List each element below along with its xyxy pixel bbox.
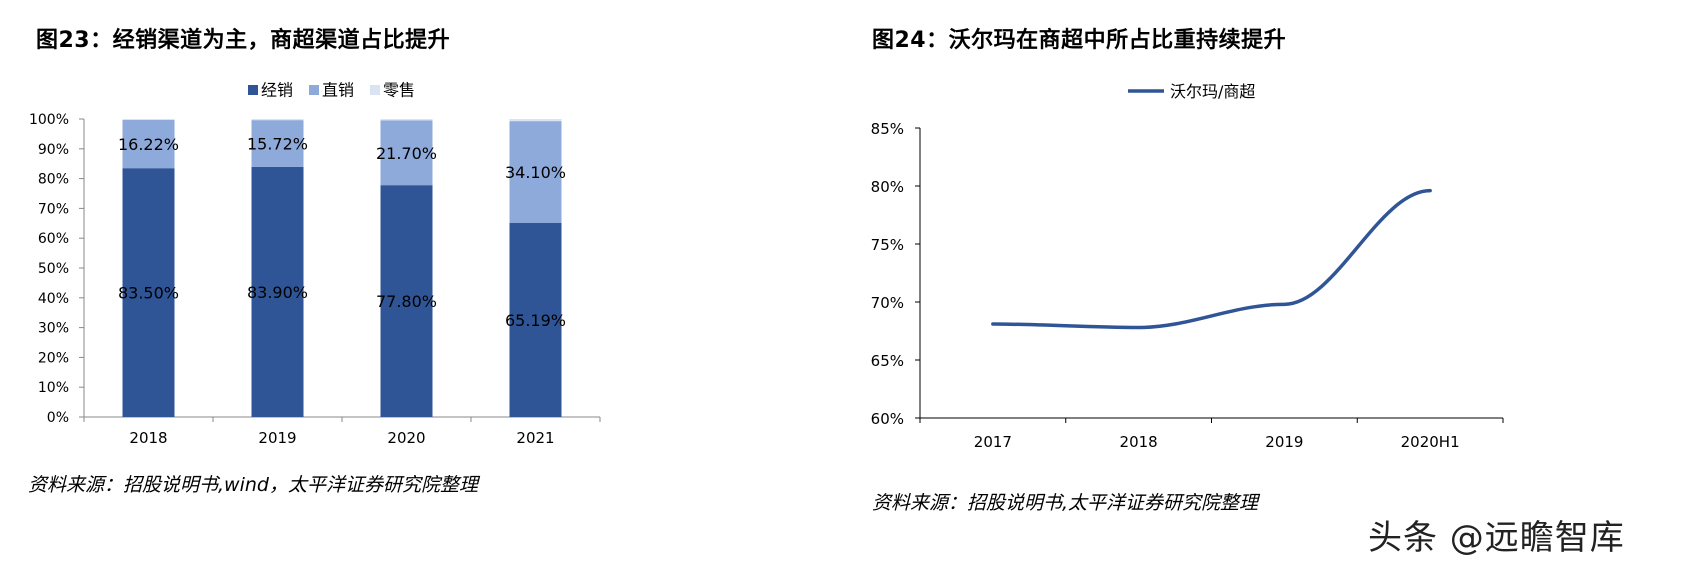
data-label: 83.50% (118, 284, 179, 303)
y-tick-label: 10% (38, 380, 69, 396)
y-tick-label: 30% (38, 321, 69, 337)
data-label: 65.19% (505, 311, 566, 330)
bar-直销-2020 (380, 120, 433, 186)
legend-swatch-2 (370, 85, 380, 95)
legend-label-1: 直销 (322, 81, 354, 100)
bar-经销-2018 (122, 168, 175, 417)
bar-零售-2019 (251, 119, 304, 121)
left-figure-title: 图23：经销渠道为主，商超渠道占比提升 (36, 28, 451, 53)
bar-直销-2018 (122, 119, 175, 169)
legend-swatch-0 (248, 85, 258, 95)
data-label: 77.80% (376, 292, 437, 311)
legend-label-2: 零售 (383, 81, 415, 100)
legend-label: 沃尔玛/商超 (1170, 82, 1255, 101)
x-tick-label: 2021 (516, 429, 554, 447)
data-point (1137, 326, 1141, 330)
bar-经销-2020 (380, 185, 433, 417)
data-label: 83.90% (247, 283, 308, 302)
bar-直销-2019 (251, 120, 304, 167)
right-figure: 图24：沃尔玛在商超中所占比重持续提升 沃尔玛/商超 60% 65% 70% 75% 80… (860, 0, 1695, 577)
data-label: 21.70% (376, 144, 437, 163)
data-point (1428, 189, 1432, 193)
y-tick-label: 65% (871, 352, 904, 370)
watermark: 头条 @远瞻智库 (1368, 518, 1625, 558)
series-line-walmart (991, 188, 1432, 330)
data-label: 15.72% (247, 135, 308, 154)
y-tick-label: 80% (38, 172, 69, 188)
y-tick-label: 100% (29, 112, 69, 128)
x-tick-label: 2019 (1265, 433, 1303, 451)
data-point (991, 322, 995, 326)
bar-直销-2021 (509, 121, 562, 223)
y-tick-label: 70% (871, 294, 904, 312)
y-tick-label: 60% (871, 410, 904, 428)
x-tick-label: 2018 (1120, 433, 1158, 451)
y-tick-label: 20% (38, 350, 69, 366)
bar-零售-2021 (509, 119, 562, 122)
y-tick-label: 90% (38, 142, 69, 158)
legend-swatch-1 (309, 85, 319, 95)
stacked-bar-chart: 经销 直销 零售 0% 10% 20% 30% 40% 50% 60% 70% 80% 90% 100% 8… (29, 81, 601, 447)
bar-零售-2018 (122, 119, 175, 120)
x-tick-label: 2018 (129, 429, 167, 447)
y-tick-label: 80% (871, 178, 904, 196)
bar-零售-2020 (380, 119, 433, 121)
data-label: 34.10% (505, 163, 566, 182)
y-tick-label: 50% (38, 261, 69, 277)
line-chart: 沃尔玛/商超 60% 65% 70% 75% 80% 85% 2017 2018 2019 2020… (871, 82, 1504, 451)
x-tick-label: 2017 (974, 433, 1012, 451)
y-tick-label: 60% (38, 231, 69, 247)
x-tick-label: 2020H1 (1401, 433, 1460, 451)
left-figure: 图23：经销渠道为主，商超渠道占比提升 经销 直销 零售 0% 10% 20% 30% 40%… (28, 28, 601, 496)
y-tick-label: 40% (38, 291, 69, 307)
y-tick-label: 75% (871, 236, 904, 254)
right-figure-title: 图24：沃尔玛在商超中所占比重持续提升 (872, 28, 1287, 53)
y-tick-label: 85% (871, 120, 904, 138)
y-tick-label: 0% (47, 410, 69, 426)
data-point (1282, 302, 1286, 306)
legend-label-0: 经销 (261, 81, 293, 100)
bar-经销-2021 (509, 222, 562, 417)
y-tick-label: 70% (38, 201, 69, 217)
right-source-note: 资料来源：招股说明书,太平洋证券研究院整理 (872, 492, 1259, 514)
x-tick-label: 2020 (387, 429, 425, 447)
x-tick-label: 2019 (258, 429, 296, 447)
left-source-note: 资料来源：招股说明书,wind，太平洋证券研究院整理 (28, 474, 478, 496)
data-label: 16.22% (118, 135, 179, 154)
bar-经销-2019 (251, 166, 304, 417)
